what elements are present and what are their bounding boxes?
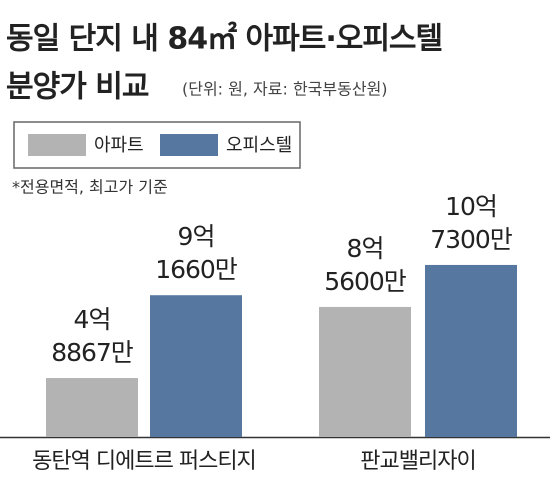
- value-label: 8억: [347, 234, 384, 263]
- x-tick-label: 판교밸리자이: [360, 449, 475, 474]
- legend-label: 오피스텔: [226, 135, 292, 156]
- bar: [150, 295, 242, 437]
- bar: [319, 306, 411, 437]
- value-label: 4억: [74, 305, 111, 334]
- x-tick-label: 동탄역 디에트르 퍼스티지: [32, 449, 256, 474]
- chart-title-line-2: 분양가 비교: [6, 70, 149, 105]
- value-label: 7300만: [430, 225, 513, 254]
- legend-box: [13, 121, 301, 169]
- legend-swatch: [28, 134, 86, 156]
- value-label: 8867만: [51, 338, 134, 367]
- value-label: 5600만: [324, 267, 407, 296]
- value-label: 10억: [445, 192, 497, 221]
- value-label: 1660만: [155, 255, 238, 284]
- chart-title: 동일 단지 내 84㎡ 아파트·오피스텔: [6, 22, 442, 57]
- chart-subtitle: (단위: 원, 자료: 한국부동산원): [182, 80, 388, 99]
- chart-note: *전용면적, 최고가 기준: [12, 178, 168, 197]
- legend-label: 아파트: [94, 135, 144, 156]
- value-label: 9억: [178, 222, 215, 251]
- legend-swatch: [160, 134, 218, 156]
- bar: [46, 378, 138, 437]
- bar: [425, 264, 517, 437]
